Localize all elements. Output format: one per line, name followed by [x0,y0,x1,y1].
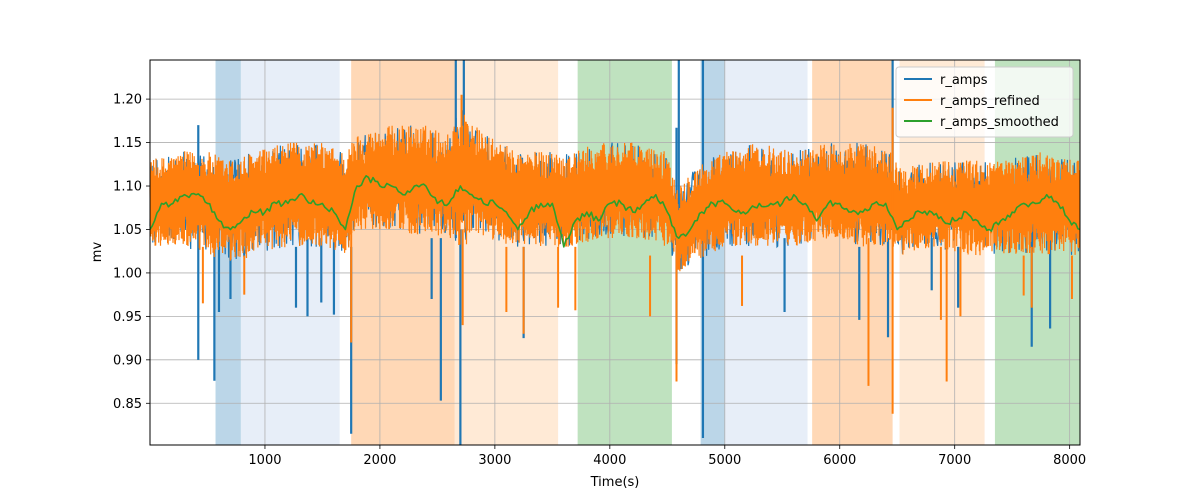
y-tick-label-1: 0.90 [113,353,142,368]
plot-frame [149,59,1081,446]
span-7 [812,60,893,445]
y-tick-label-4: 1.05 [113,223,142,238]
span-5 [700,60,725,445]
x-tick-label-2: 3000 [478,453,511,468]
x-tick-label-1: 2000 [363,453,396,468]
x-tick-label-3: 4000 [593,453,626,468]
y-axis: 0.85 0.90 0.95 1.00 1.05 1.10 1.15 1.20 [113,93,150,412]
y-tick-label-5: 1.10 [113,180,142,195]
y-tick-label-6: 1.15 [113,136,142,151]
series-layer [149,60,1081,445]
x-tick-label-4: 5000 [708,453,741,468]
legend-label-r-amps-refined: r_amps_refined [940,94,1040,109]
legend-box [895,66,1074,138]
y-tick-label-2: 0.95 [113,310,142,325]
span-6 [724,60,808,445]
x-tick-label-5: 6000 [823,453,856,468]
span-1 [240,60,340,445]
y-tick-label-3: 1.00 [113,266,142,281]
legend-label-r-amps-smoothed: r_amps_smoothed [940,115,1059,130]
x-tick-label-6: 7000 [938,453,971,468]
span-4 [577,60,672,445]
x-axis-label: Time(s) [590,475,640,490]
x-axis: 1000 2000 3000 4000 5000 6000 7000 8000 [248,445,1086,468]
x-tick-label-0: 1000 [248,453,281,468]
legend: r_amps r_amps_refined r_amps_smoothed [895,66,1074,138]
r-amps-smoothed-line [149,175,1081,248]
y-tick-label-7: 1.20 [113,93,142,108]
legend-label-r-amps: r_amps [940,73,988,88]
x-tick-label-7: 8000 [1053,453,1086,468]
span-2 [351,60,455,445]
y-axis-label: mv [90,242,105,263]
y-tick-label-0: 0.85 [113,397,142,412]
